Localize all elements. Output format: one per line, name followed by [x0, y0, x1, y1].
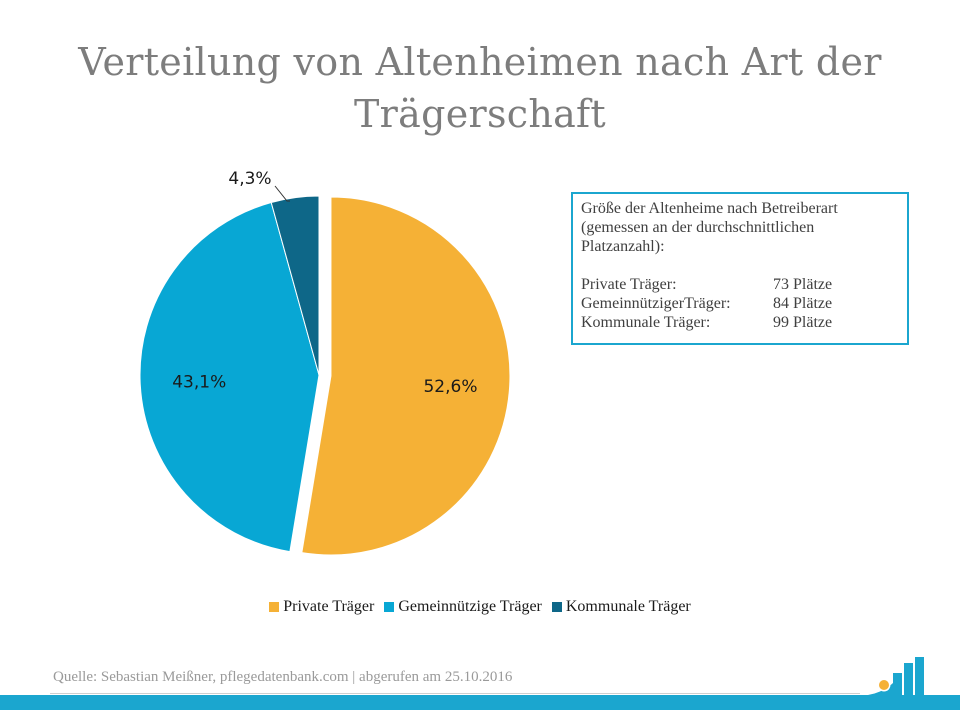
- info-row-value: 73 Plätze: [773, 276, 833, 293]
- info-row: Kommunale Träger: 99 Plätze: [581, 313, 899, 332]
- source-divider: [50, 693, 860, 694]
- legend-swatch: [384, 602, 395, 612]
- legend-swatch: [551, 602, 562, 612]
- info-row-name: Kommunale Träger:: [581, 314, 711, 331]
- info-row-value: 84 Plätze: [773, 295, 833, 312]
- chart-title: Verteilung von Altenheimen nach Art der …: [78, 40, 882, 136]
- label-leader-line: [274, 185, 290, 202]
- info-row-name: Private Träger:: [581, 276, 677, 293]
- legend-label: Private Träger: [283, 598, 375, 615]
- info-box: Größe der Altenheime nach Betreiberart (…: [571, 192, 909, 345]
- source-note: Quelle: Sebastian Meißner, pflegedatenba…: [53, 669, 513, 685]
- pie-chart: 52,6% 43,1% 4,3%: [139, 169, 511, 556]
- info-row-value: 99 Plätze: [773, 314, 833, 331]
- slice-label: 52,6%: [423, 377, 477, 397]
- pie-slice: [270, 195, 320, 376]
- legend-label: Gemeinnützige Träger: [398, 598, 542, 615]
- legend-item-gemeinnuetzig: Gemeinnützige Träger: [384, 598, 542, 616]
- info-row-name: GemeinnützigerTräger:: [581, 295, 731, 312]
- slice-label: 43,1%: [172, 372, 226, 392]
- slice-label: 4,3%: [228, 169, 271, 189]
- pie-slice: [301, 196, 511, 556]
- info-row: Private Träger: 73 Plätze: [581, 275, 899, 294]
- footer-bar: [0, 695, 960, 710]
- legend-item-private: Private Träger: [269, 598, 374, 616]
- pie-slice: [139, 201, 320, 553]
- legend-label: Kommunale Träger: [565, 598, 691, 615]
- info-box-heading: Größe der Altenheime nach Betreiberart (…: [581, 200, 838, 255]
- chart-legend: Private Träger Gemeinnützige Träger Komm…: [0, 598, 960, 616]
- legend-swatch: [269, 602, 280, 612]
- brand-logo: [868, 657, 924, 709]
- legend-item-kommunal: Kommunale Träger: [551, 598, 691, 616]
- info-row: GemeinnützigerTräger: 84 Plätze: [581, 294, 899, 313]
